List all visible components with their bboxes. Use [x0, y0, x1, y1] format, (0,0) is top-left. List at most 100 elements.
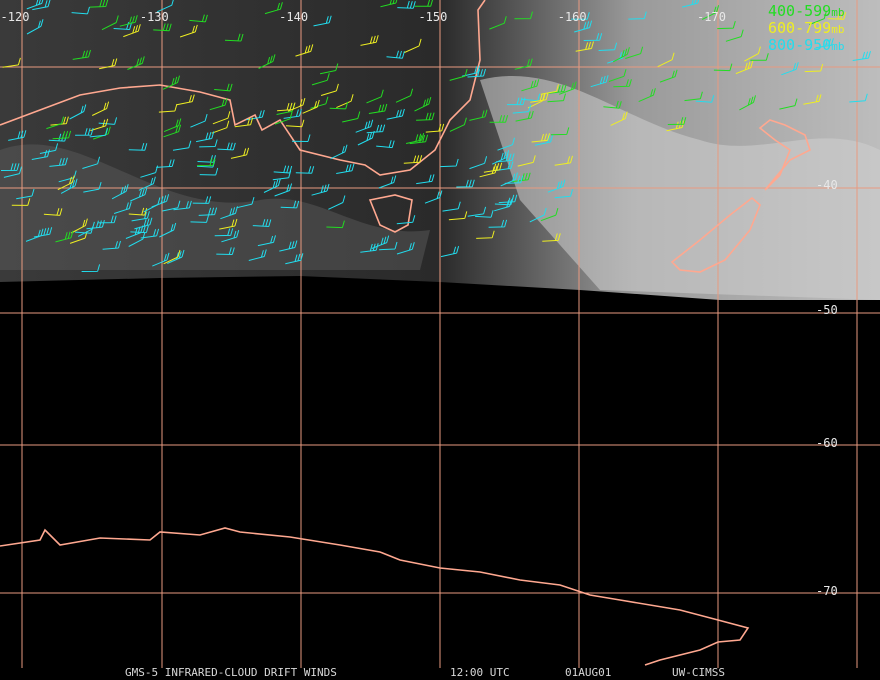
wind-barb	[330, 144, 348, 160]
wind-barb	[119, 15, 138, 27]
wind-barb	[199, 167, 219, 176]
legend-unit: mb	[831, 40, 844, 53]
wind-barb	[277, 102, 296, 112]
coastlines	[0, 0, 811, 666]
wind-barb	[140, 228, 160, 239]
product-name: GMS-5 INFRARED-CLOUD DRIFT WINDS	[125, 666, 337, 679]
wind-barb	[49, 157, 68, 167]
wind-barb	[151, 194, 170, 208]
wind-barb	[319, 63, 339, 75]
wind-barb	[209, 97, 228, 111]
cloud-band	[0, 144, 430, 270]
wind-barb	[467, 68, 486, 78]
wind-barb	[550, 127, 570, 136]
wind-barb	[153, 23, 172, 32]
wind-barb	[216, 247, 235, 255]
grid-labels: -120 -130 -140 -150 -160 -170 -40 -50 -60 -70	[1, 10, 838, 598]
wind-barb	[285, 253, 304, 265]
wind-barb	[521, 79, 540, 92]
wind-barb	[682, 0, 700, 8]
wind-barb	[804, 63, 824, 73]
source: UW-CIMSS	[672, 666, 725, 679]
wind-barb	[507, 97, 526, 106]
wind-barb	[781, 62, 799, 76]
wind-barb	[258, 54, 276, 69]
wind-barb	[610, 111, 628, 126]
wind-barb	[603, 100, 622, 109]
latitude-label: -60	[816, 436, 838, 450]
wind-barb	[360, 35, 379, 46]
wind-barb	[152, 252, 170, 267]
wind-barb	[638, 88, 656, 103]
wind-barb	[0, 163, 20, 171]
wind-barb	[163, 249, 181, 265]
legend-unit: mb	[831, 23, 844, 36]
wind-barb	[31, 149, 50, 160]
wind-barb	[199, 139, 218, 148]
wind-barb	[295, 166, 315, 174]
wind-barb	[279, 240, 298, 252]
wind-barb	[779, 98, 798, 110]
legend-level: 400-599	[768, 2, 831, 20]
wind-barb	[628, 11, 647, 20]
wind-barb	[111, 184, 129, 200]
wind-barb	[529, 207, 547, 223]
wind-barb	[514, 58, 533, 70]
wind-barb	[46, 116, 65, 130]
wind-barb	[803, 94, 822, 105]
wind-barb	[3, 166, 22, 178]
wind-barb	[849, 93, 868, 103]
wind-barb	[43, 208, 63, 216]
wind-barb	[102, 240, 121, 250]
wind-barb	[667, 117, 687, 125]
legend-level: 800-950	[768, 36, 831, 54]
wind-barb	[302, 99, 320, 114]
wind-barb	[442, 201, 461, 212]
wind-barb	[489, 115, 509, 123]
wind-barb	[123, 24, 141, 38]
wind-barb	[416, 112, 435, 121]
wind-barb	[196, 131, 215, 143]
wind-barb	[283, 108, 302, 119]
wind-barb	[273, 165, 293, 174]
wind-barb	[449, 117, 467, 132]
footer: GMS-5 INFRARED-CLOUD DRIFT WINDS 12:00 U…	[125, 666, 725, 679]
wind-barb	[113, 201, 132, 214]
wind-barb	[376, 140, 395, 149]
wind-barb	[11, 198, 31, 206]
wind-barb	[140, 165, 159, 178]
wind-barb	[125, 225, 144, 239]
wind-barb	[416, 174, 435, 185]
wind-barb	[214, 228, 234, 237]
wind-barb	[395, 88, 414, 103]
wind-barb	[163, 118, 182, 133]
wind-barb	[101, 15, 119, 31]
wind-barb	[33, 227, 53, 238]
wind-barb	[336, 94, 354, 109]
wind-barb	[127, 56, 145, 70]
wind-barb	[461, 65, 481, 77]
wind-barb	[134, 217, 153, 230]
wind-barb	[590, 75, 609, 88]
wind-barb	[128, 207, 148, 216]
wind-barb	[397, 0, 416, 9]
wind-barb	[380, 0, 398, 8]
wind-barb	[336, 163, 355, 174]
wind-barb	[252, 219, 272, 227]
wind-barb	[280, 200, 300, 209]
wind-barb	[264, 2, 283, 15]
wind-barb	[26, 19, 44, 35]
wind-barb	[379, 241, 398, 251]
wind-barb	[55, 230, 74, 243]
wind-barb	[196, 158, 216, 167]
wind-barb	[224, 33, 244, 42]
wind-barb	[32, 0, 51, 11]
wind-barb	[159, 222, 177, 238]
legend-level: 600-799	[768, 19, 831, 37]
wind-barb	[221, 229, 240, 243]
latitude-label: -40	[816, 178, 838, 192]
wind-barb	[491, 150, 510, 165]
